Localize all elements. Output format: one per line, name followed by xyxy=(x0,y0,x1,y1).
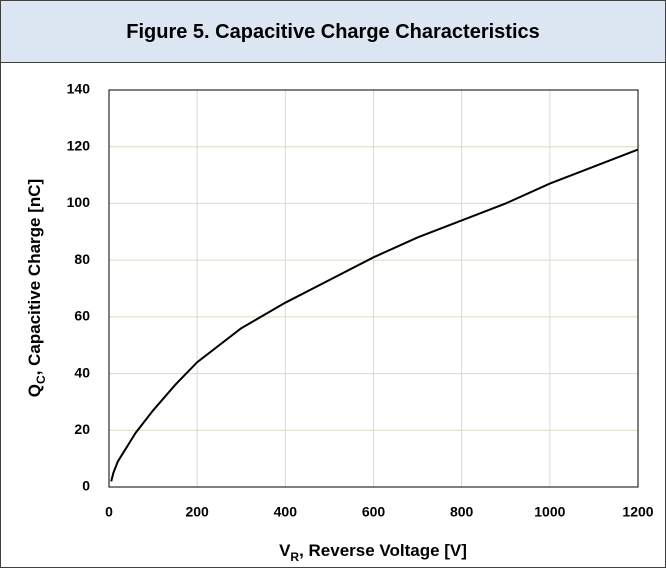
y-tick-label: 120 xyxy=(67,137,91,153)
header xyxy=(0,0,666,63)
x-label-main: V xyxy=(279,541,291,560)
y-label-main: Q xyxy=(25,384,44,397)
x-axis-label: VR, Reverse Voltage [V] xyxy=(279,541,467,564)
y-tick-label: 0 xyxy=(82,478,90,494)
x-label-rest: , Reverse Voltage [V] xyxy=(299,541,467,560)
x-tick-label: 1000 xyxy=(534,504,565,520)
y-tick-label: 140 xyxy=(67,81,91,97)
y-tick-label: 60 xyxy=(74,308,90,324)
x-tick-label: 1200 xyxy=(622,504,653,520)
x-tick-label: 400 xyxy=(274,504,298,520)
y-tick-label: 100 xyxy=(67,194,91,210)
x-tick-label: 600 xyxy=(362,504,386,520)
plot-border xyxy=(108,89,639,488)
x-tick-label: 200 xyxy=(185,504,209,520)
y-tick-label: 40 xyxy=(74,364,90,380)
y-label-rest: , Capacitive Charge [nC] xyxy=(25,179,44,376)
chart-title: Figure 5. Capacitive Charge Characterist… xyxy=(126,21,540,43)
y-axis-label: QC, Capacitive Charge [nC] xyxy=(25,179,48,397)
data-line xyxy=(110,148,639,482)
y-tick-label: 80 xyxy=(74,251,90,267)
y-tick-label: 20 xyxy=(74,421,90,437)
x-tick-label: 800 xyxy=(450,504,474,520)
x-tick-label: 0 xyxy=(105,504,113,520)
y-label-sub: C xyxy=(34,375,48,384)
x-label-sub: R xyxy=(290,550,299,564)
